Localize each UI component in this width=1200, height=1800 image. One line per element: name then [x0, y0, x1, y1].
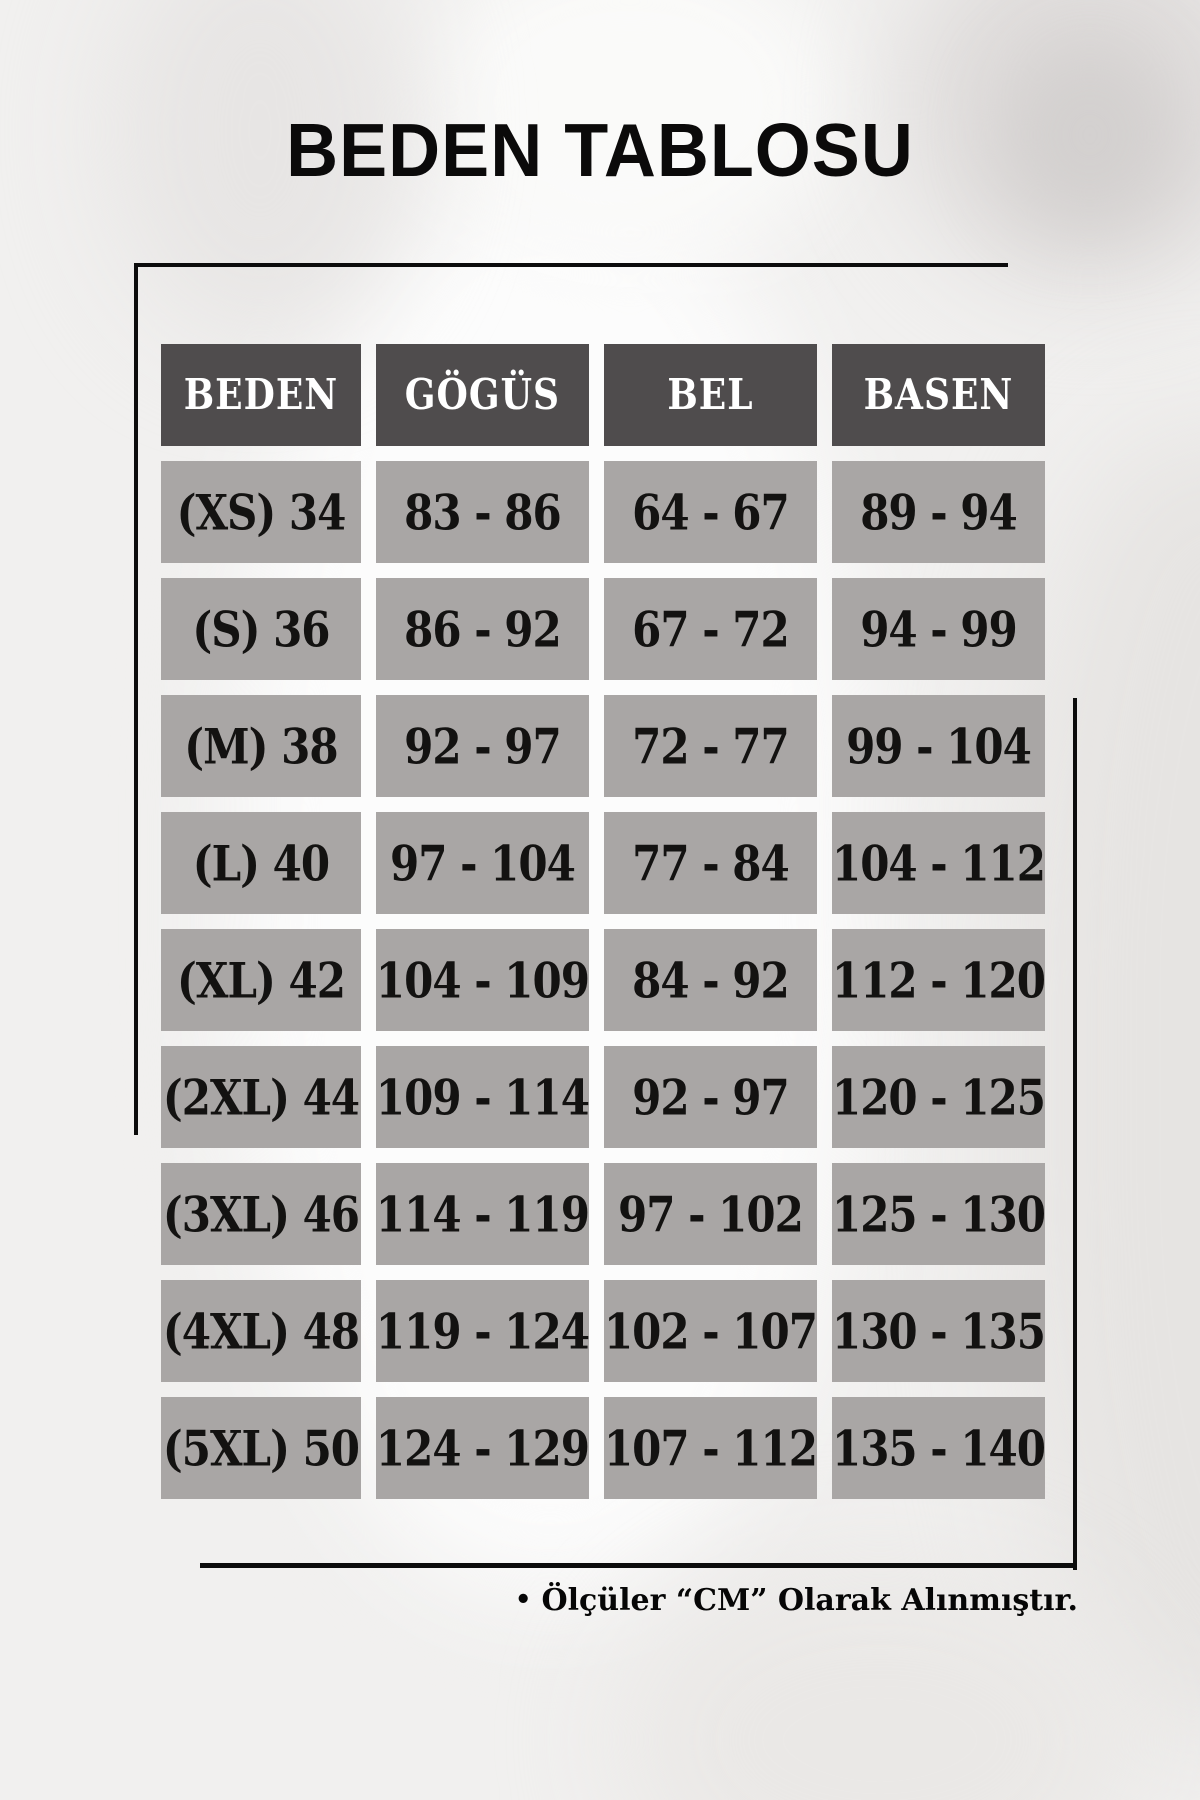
data-cell-row5-col1: 109 - 114	[375, 1046, 590, 1148]
data-cell-row2-col1: 92 - 97	[375, 695, 589, 797]
data-cell-value: (S) 36	[192, 600, 330, 658]
data-cell-row4-col1: 104 - 109	[375, 929, 590, 1031]
data-cell-row2-col3: 99 - 104	[831, 695, 1045, 797]
data-cell-value: (3XL) 46	[162, 1185, 360, 1243]
data-cell-row4-col2: 84 - 92	[603, 929, 817, 1031]
data-cell-value: 97 - 104	[390, 834, 576, 892]
data-cell-value: (M) 38	[184, 717, 338, 775]
data-cell-row8-col0: (5XL) 50	[161, 1397, 361, 1499]
data-cell-value: 97 - 102	[618, 1185, 804, 1243]
data-cell-row7-col1: 119 - 124	[375, 1280, 590, 1382]
note-text: Ölçüler “CM” Olarak Alınmıştır.	[541, 1583, 1078, 1618]
measurement-note: • Ölçüler “CM” Olarak Alınmıştır.	[515, 1583, 1078, 1618]
data-cell-value: 92 - 97	[404, 717, 562, 775]
data-cell-value: 135 - 140	[831, 1419, 1046, 1477]
data-cell-value: 77 - 84	[632, 834, 790, 892]
data-cell-row5-col3: 120 - 125	[831, 1046, 1046, 1148]
data-cell-row1-col0: (S) 36	[161, 578, 361, 680]
data-cell-row8-col3: 135 - 140	[831, 1397, 1046, 1499]
data-cell-row8-col1: 124 - 129	[375, 1397, 590, 1499]
header-cell-2: BEL	[603, 344, 817, 446]
header-cell-0: BEDEN	[161, 344, 361, 446]
data-cell-value: 67 - 72	[632, 600, 790, 658]
data-cell-row6-col2: 97 - 102	[603, 1163, 817, 1265]
data-cell-row6-col0: (3XL) 46	[161, 1163, 361, 1265]
data-cell-row0-col0: (XS) 34	[161, 461, 361, 563]
data-cell-value: (L) 40	[192, 834, 330, 892]
data-cell-row0-col2: 64 - 67	[603, 461, 817, 563]
data-cell-value: 104 - 109	[375, 951, 590, 1009]
data-cell-value: 124 - 129	[375, 1419, 590, 1477]
data-cell-value: 107 - 112	[603, 1419, 818, 1477]
data-cell-row6-col3: 125 - 130	[831, 1163, 1046, 1265]
header-cell-label: BEDEN	[183, 370, 339, 420]
data-cell-value: (5XL) 50	[162, 1419, 360, 1477]
data-cell-row4-col0: (XL) 42	[161, 929, 361, 1031]
header-cell-label: BEL	[667, 370, 754, 420]
data-cell-row1-col2: 67 - 72	[603, 578, 817, 680]
data-cell-value: 84 - 92	[632, 951, 790, 1009]
decorative-line-left	[134, 263, 138, 1135]
data-cell-row8-col2: 107 - 112	[603, 1397, 818, 1499]
header-cell-label: BASEN	[863, 370, 1014, 420]
data-cell-value: 102 - 107	[603, 1302, 818, 1360]
data-cell-value: 92 - 97	[632, 1068, 790, 1126]
data-cell-value: 104 - 112	[831, 834, 1046, 892]
data-cell-row4-col3: 112 - 120	[831, 929, 1046, 1031]
data-cell-row6-col1: 114 - 119	[375, 1163, 590, 1265]
data-cell-row0-col1: 83 - 86	[375, 461, 589, 563]
data-cell-value: 64 - 67	[632, 483, 790, 541]
data-cell-row7-col0: (4XL) 48	[161, 1280, 361, 1382]
data-cell-row3-col0: (L) 40	[161, 812, 361, 914]
header-cell-3: BASEN	[831, 344, 1045, 446]
data-cell-row0-col3: 89 - 94	[831, 461, 1045, 563]
data-cell-value: 109 - 114	[375, 1068, 590, 1126]
header-cell-label: GÖGÜS	[404, 370, 561, 420]
data-cell-value: 86 - 92	[404, 600, 562, 658]
data-cell-value: 125 - 130	[831, 1185, 1046, 1243]
note-bullet: •	[514, 1585, 532, 1615]
data-cell-value: 120 - 125	[831, 1068, 1046, 1126]
data-cell-value: 99 - 104	[846, 717, 1032, 775]
data-cell-value: 89 - 94	[860, 483, 1018, 541]
data-cell-row1-col3: 94 - 99	[831, 578, 1045, 680]
data-cell-row2-col2: 72 - 77	[603, 695, 817, 797]
data-cell-value: (XS) 34	[176, 483, 347, 541]
decorative-line-right	[1073, 698, 1077, 1570]
data-cell-value: (XL) 42	[176, 951, 346, 1009]
decorative-line-bottom	[200, 1563, 1077, 1568]
data-cell-row7-col3: 130 - 135	[831, 1280, 1046, 1382]
data-cell-value: 112 - 120	[831, 951, 1046, 1009]
header-cell-1: GÖGÜS	[375, 344, 589, 446]
data-cell-value: (4XL) 48	[162, 1302, 360, 1360]
data-cell-value: (2XL) 44	[162, 1068, 360, 1126]
data-cell-value: 94 - 99	[860, 600, 1018, 658]
data-cell-value: 130 - 135	[831, 1302, 1046, 1360]
data-cell-row1-col1: 86 - 92	[375, 578, 589, 680]
data-cell-value: 83 - 86	[404, 483, 562, 541]
page-title: BEDEN TABLOSU	[286, 109, 914, 193]
data-cell-value: 119 - 124	[375, 1302, 590, 1360]
data-cell-value: 114 - 119	[375, 1185, 590, 1243]
data-cell-value: 72 - 77	[632, 717, 790, 775]
data-cell-row5-col0: (2XL) 44	[161, 1046, 361, 1148]
data-cell-row3-col1: 97 - 104	[375, 812, 589, 914]
data-cell-row3-col2: 77 - 84	[603, 812, 817, 914]
size-table: BEDEN GÖGÜS BEL BASEN (XS) 34 83 - 86 64 - 67 8…	[161, 344, 1046, 1499]
data-cell-row3-col3: 104 - 112	[831, 812, 1046, 914]
data-cell-row2-col0: (M) 38	[161, 695, 361, 797]
data-cell-row7-col2: 102 - 107	[603, 1280, 818, 1382]
decorative-line-top	[134, 263, 1008, 267]
data-cell-row5-col2: 92 - 97	[603, 1046, 817, 1148]
